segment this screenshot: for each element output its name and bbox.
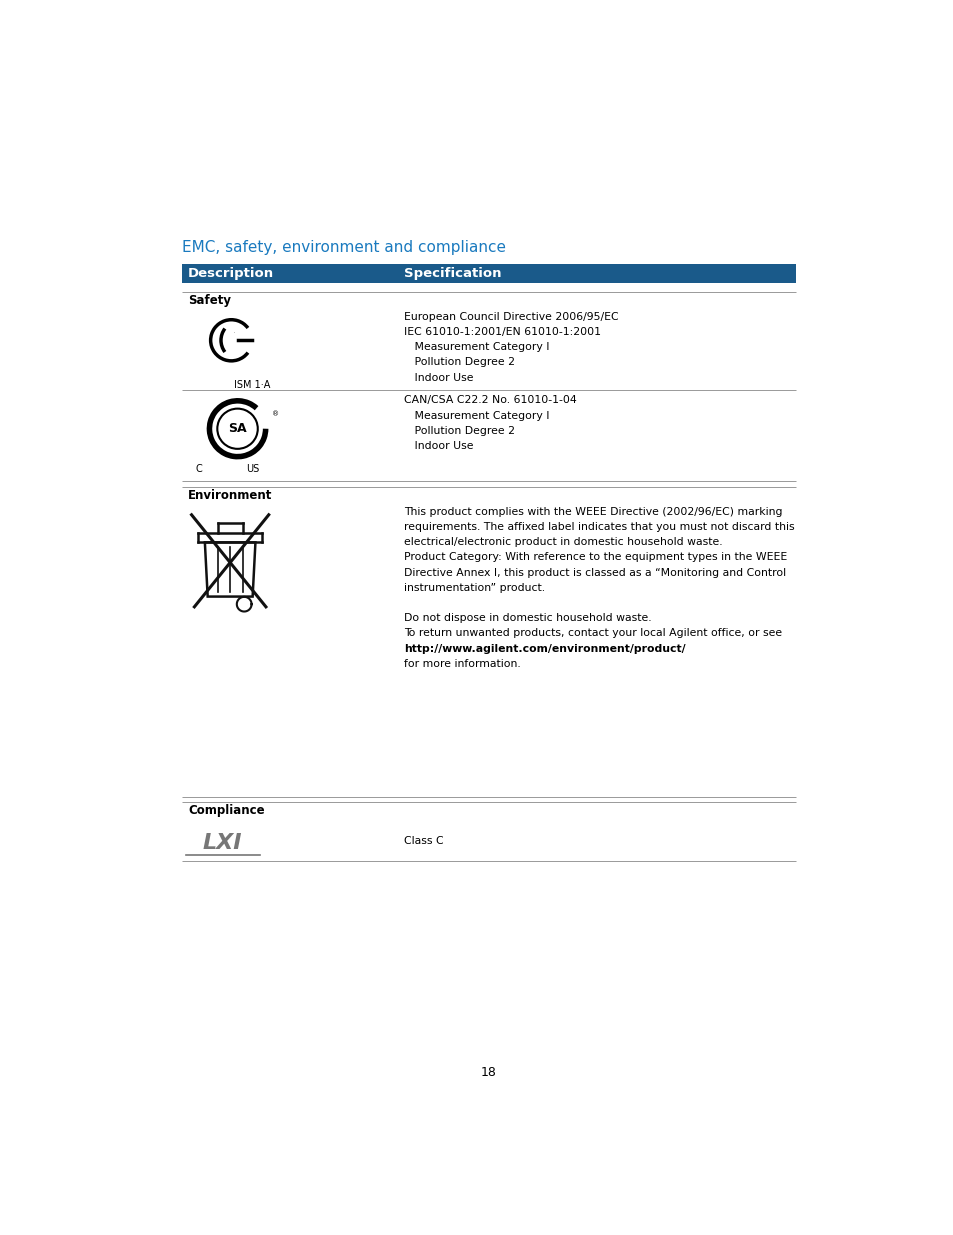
Text: requirements. The affixed label indicates that you must not discard this: requirements. The affixed label indicate… bbox=[403, 522, 794, 532]
Text: To return unwanted products, contact your local Agilent office, or see: To return unwanted products, contact you… bbox=[403, 629, 781, 638]
Text: Specification: Specification bbox=[403, 267, 501, 280]
Text: Description: Description bbox=[188, 267, 274, 280]
Text: Measurement Category I: Measurement Category I bbox=[403, 411, 549, 421]
Text: Indoor Use: Indoor Use bbox=[403, 373, 473, 383]
Text: Compliance: Compliance bbox=[188, 804, 264, 818]
Text: Safety: Safety bbox=[188, 294, 231, 306]
Text: ISM 1·A: ISM 1·A bbox=[233, 380, 270, 390]
Text: EMC, safety, environment and compliance: EMC, safety, environment and compliance bbox=[182, 240, 505, 254]
Text: Product Category: With reference to the equipment types in the WEEE: Product Category: With reference to the … bbox=[403, 552, 786, 562]
Text: for more information.: for more information. bbox=[403, 658, 520, 669]
Text: European Council Directive 2006/95/EC: European Council Directive 2006/95/EC bbox=[403, 311, 618, 322]
Text: instrumentation” product.: instrumentation” product. bbox=[403, 583, 544, 593]
Text: electrical/electronic product in domestic household waste.: electrical/electronic product in domesti… bbox=[403, 537, 721, 547]
Text: IEC 61010-1:2001/EN 61010-1:2001: IEC 61010-1:2001/EN 61010-1:2001 bbox=[403, 327, 600, 337]
Text: ®: ® bbox=[272, 411, 278, 417]
Text: Pollution Degree 2: Pollution Degree 2 bbox=[403, 426, 515, 436]
Text: Measurement Category I: Measurement Category I bbox=[403, 342, 549, 352]
Text: Class C: Class C bbox=[403, 836, 443, 846]
Text: CAN/CSA C22.2 No. 61010-1-04: CAN/CSA C22.2 No. 61010-1-04 bbox=[403, 395, 576, 405]
Text: Environment: Environment bbox=[188, 489, 273, 501]
Text: SA: SA bbox=[228, 422, 247, 435]
Text: Directive Annex I, this product is classed as a “Monitoring and Control: Directive Annex I, this product is class… bbox=[403, 568, 785, 578]
Text: This product complies with the WEEE Directive (2002/96/EC) marking: This product complies with the WEEE Dire… bbox=[403, 506, 781, 516]
Text: LXI: LXI bbox=[203, 832, 242, 853]
Text: Indoor Use: Indoor Use bbox=[403, 441, 473, 451]
FancyBboxPatch shape bbox=[182, 264, 795, 283]
Text: Do not dispose in domestic household waste.: Do not dispose in domestic household was… bbox=[403, 614, 651, 624]
Text: US: US bbox=[246, 464, 259, 474]
Text: http://www.agilent.com/environment/product/: http://www.agilent.com/environment/produ… bbox=[403, 643, 685, 653]
Text: C: C bbox=[195, 464, 202, 474]
Text: Pollution Degree 2: Pollution Degree 2 bbox=[403, 357, 515, 367]
Text: 18: 18 bbox=[480, 1066, 497, 1079]
